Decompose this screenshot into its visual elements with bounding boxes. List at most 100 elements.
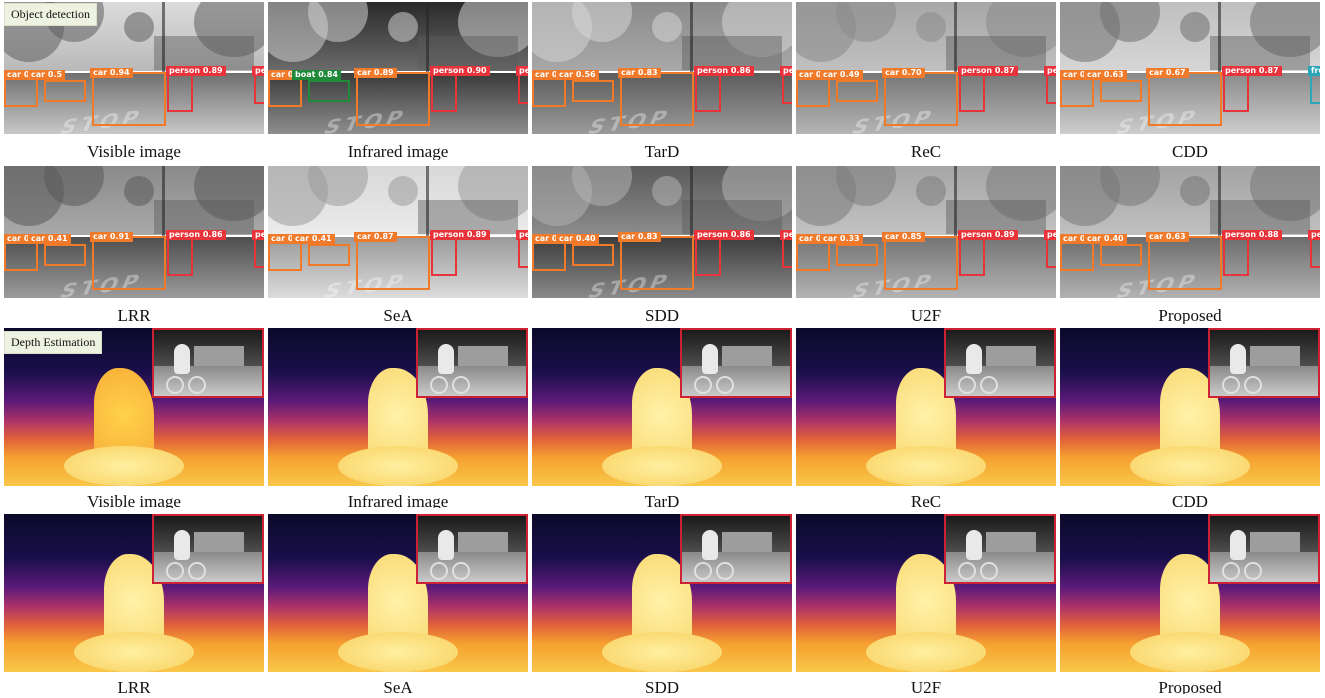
depth-panel: Proposed — [1060, 514, 1320, 694]
utility-pole — [690, 2, 693, 72]
inset-building — [722, 346, 772, 366]
detection-label: car 0.59 — [4, 234, 47, 244]
inset-building — [1250, 532, 1300, 552]
inset-wheel — [980, 376, 998, 394]
detection-image: STOP car 0.55 car 0.49 car 0.70 person 0.87 p… — [796, 2, 1056, 134]
detection-image: STOP car 0.59 car 0.41 car 0.91 person 0.86 p… — [4, 166, 264, 298]
inset-wheel — [716, 376, 734, 394]
detection-label: car 0.83 — [618, 68, 661, 78]
detection-label: person 0.86 — [694, 230, 754, 240]
inset-cyclist — [174, 530, 190, 560]
inset-building — [986, 532, 1036, 552]
detection-label: person 0.86 — [166, 230, 226, 240]
detection-box-car — [356, 72, 430, 126]
source-image-inset — [416, 328, 528, 398]
panel-caption: SeA — [383, 306, 413, 324]
building — [682, 200, 782, 234]
inset-building — [722, 532, 772, 552]
utility-pole — [1218, 166, 1221, 236]
detection-box-car — [884, 236, 958, 290]
detection-label: person 0.89 — [430, 230, 490, 240]
inset-wheel — [166, 376, 184, 394]
detection-label: pe — [516, 66, 528, 76]
detection-box-car — [44, 244, 86, 266]
inset-cyclist — [966, 530, 982, 560]
inset-cyclist — [1230, 344, 1246, 374]
detection-box-car — [268, 78, 302, 107]
inset-wheel — [430, 376, 448, 394]
panel-caption: TarD — [644, 142, 680, 160]
inset-cyclist — [438, 530, 454, 560]
detection-label: car 0.47 — [1060, 234, 1103, 244]
inset-wheel — [958, 376, 976, 394]
depth-map — [532, 328, 792, 486]
depth-panel: LRR — [4, 514, 264, 694]
tree — [124, 12, 154, 42]
utility-pole — [162, 166, 165, 236]
detection-box-car — [572, 80, 614, 102]
bicycle-depth-blob — [338, 632, 458, 672]
detection-label: car 0.56 — [556, 70, 599, 80]
inset-wheel — [188, 562, 206, 580]
detection-box-car — [796, 78, 830, 107]
utility-pole — [426, 2, 429, 72]
bicycle-depth-blob — [1130, 632, 1250, 672]
depth-map — [268, 514, 528, 672]
utility-pole — [162, 2, 165, 72]
inset-cyclist — [702, 530, 718, 560]
inset-wheel — [694, 562, 712, 580]
depth-panel: TarD — [532, 328, 792, 508]
bicycle-depth-blob — [602, 632, 722, 672]
inset-cyclist — [966, 344, 982, 374]
detection-panel: STOP car 0.64 car 0.40 car 0.83 person 0.86 p… — [532, 166, 792, 324]
detection-label: front 0.33 — [1308, 66, 1320, 76]
source-image-inset — [680, 514, 792, 584]
building — [154, 36, 254, 70]
depth-map — [1060, 514, 1320, 672]
detection-box-car — [1148, 72, 1222, 126]
source-image-inset — [416, 514, 528, 584]
source-image-inset — [944, 328, 1056, 398]
detection-box-car — [836, 80, 878, 102]
detection-box-car — [620, 236, 694, 290]
tree — [1180, 176, 1210, 206]
detection-label: person 0.87 — [958, 66, 1018, 76]
bicycle-depth-blob — [338, 446, 458, 486]
detection-label: pe — [1308, 230, 1320, 240]
depth-map — [796, 514, 1056, 672]
tree — [388, 12, 418, 42]
road — [1060, 73, 1320, 134]
detection-image: STOP car 0.41 boat 0.84 car 0.89 person 0.90… — [268, 2, 528, 134]
panel-caption: U2F — [910, 678, 942, 694]
utility-pole — [954, 166, 957, 236]
building — [418, 36, 518, 70]
detection-box-car — [1100, 244, 1142, 266]
detection-label: car 0.94 — [90, 68, 133, 78]
road — [4, 237, 264, 298]
inset-wheel — [452, 376, 470, 394]
detection-box-car — [1060, 78, 1094, 107]
inset-wheel — [1222, 562, 1240, 580]
detection-box-car — [620, 72, 694, 126]
detection-image: STOP car 0.50 car 0.33 car 0.85 person 0.89 p… — [796, 166, 1056, 298]
detection-label: person 0.88 — [1222, 230, 1282, 240]
detection-label: car 0.70 — [882, 68, 925, 78]
inset-building — [194, 532, 244, 552]
detection-label: car 0.41 — [532, 70, 575, 80]
road — [532, 73, 792, 134]
panel-caption: SeA — [383, 678, 413, 694]
building — [682, 36, 782, 70]
inset-wheel — [452, 562, 470, 580]
detection-box-car — [836, 244, 878, 266]
detection-panel: STOP car 0.41 boat 0.84 car 0.89 person 0.90… — [268, 2, 528, 160]
detection-label: car 0.83 — [618, 232, 661, 242]
detection-label: car 0.63 — [1084, 70, 1127, 80]
panel-caption: LRR — [117, 678, 151, 694]
inset-wheel — [980, 562, 998, 580]
bicycle-depth-blob — [602, 446, 722, 486]
tree — [916, 176, 946, 206]
depth-panel: ReC — [796, 328, 1056, 508]
inset-wheel — [166, 562, 184, 580]
detection-box-car — [4, 242, 38, 271]
inset-building — [986, 346, 1036, 366]
